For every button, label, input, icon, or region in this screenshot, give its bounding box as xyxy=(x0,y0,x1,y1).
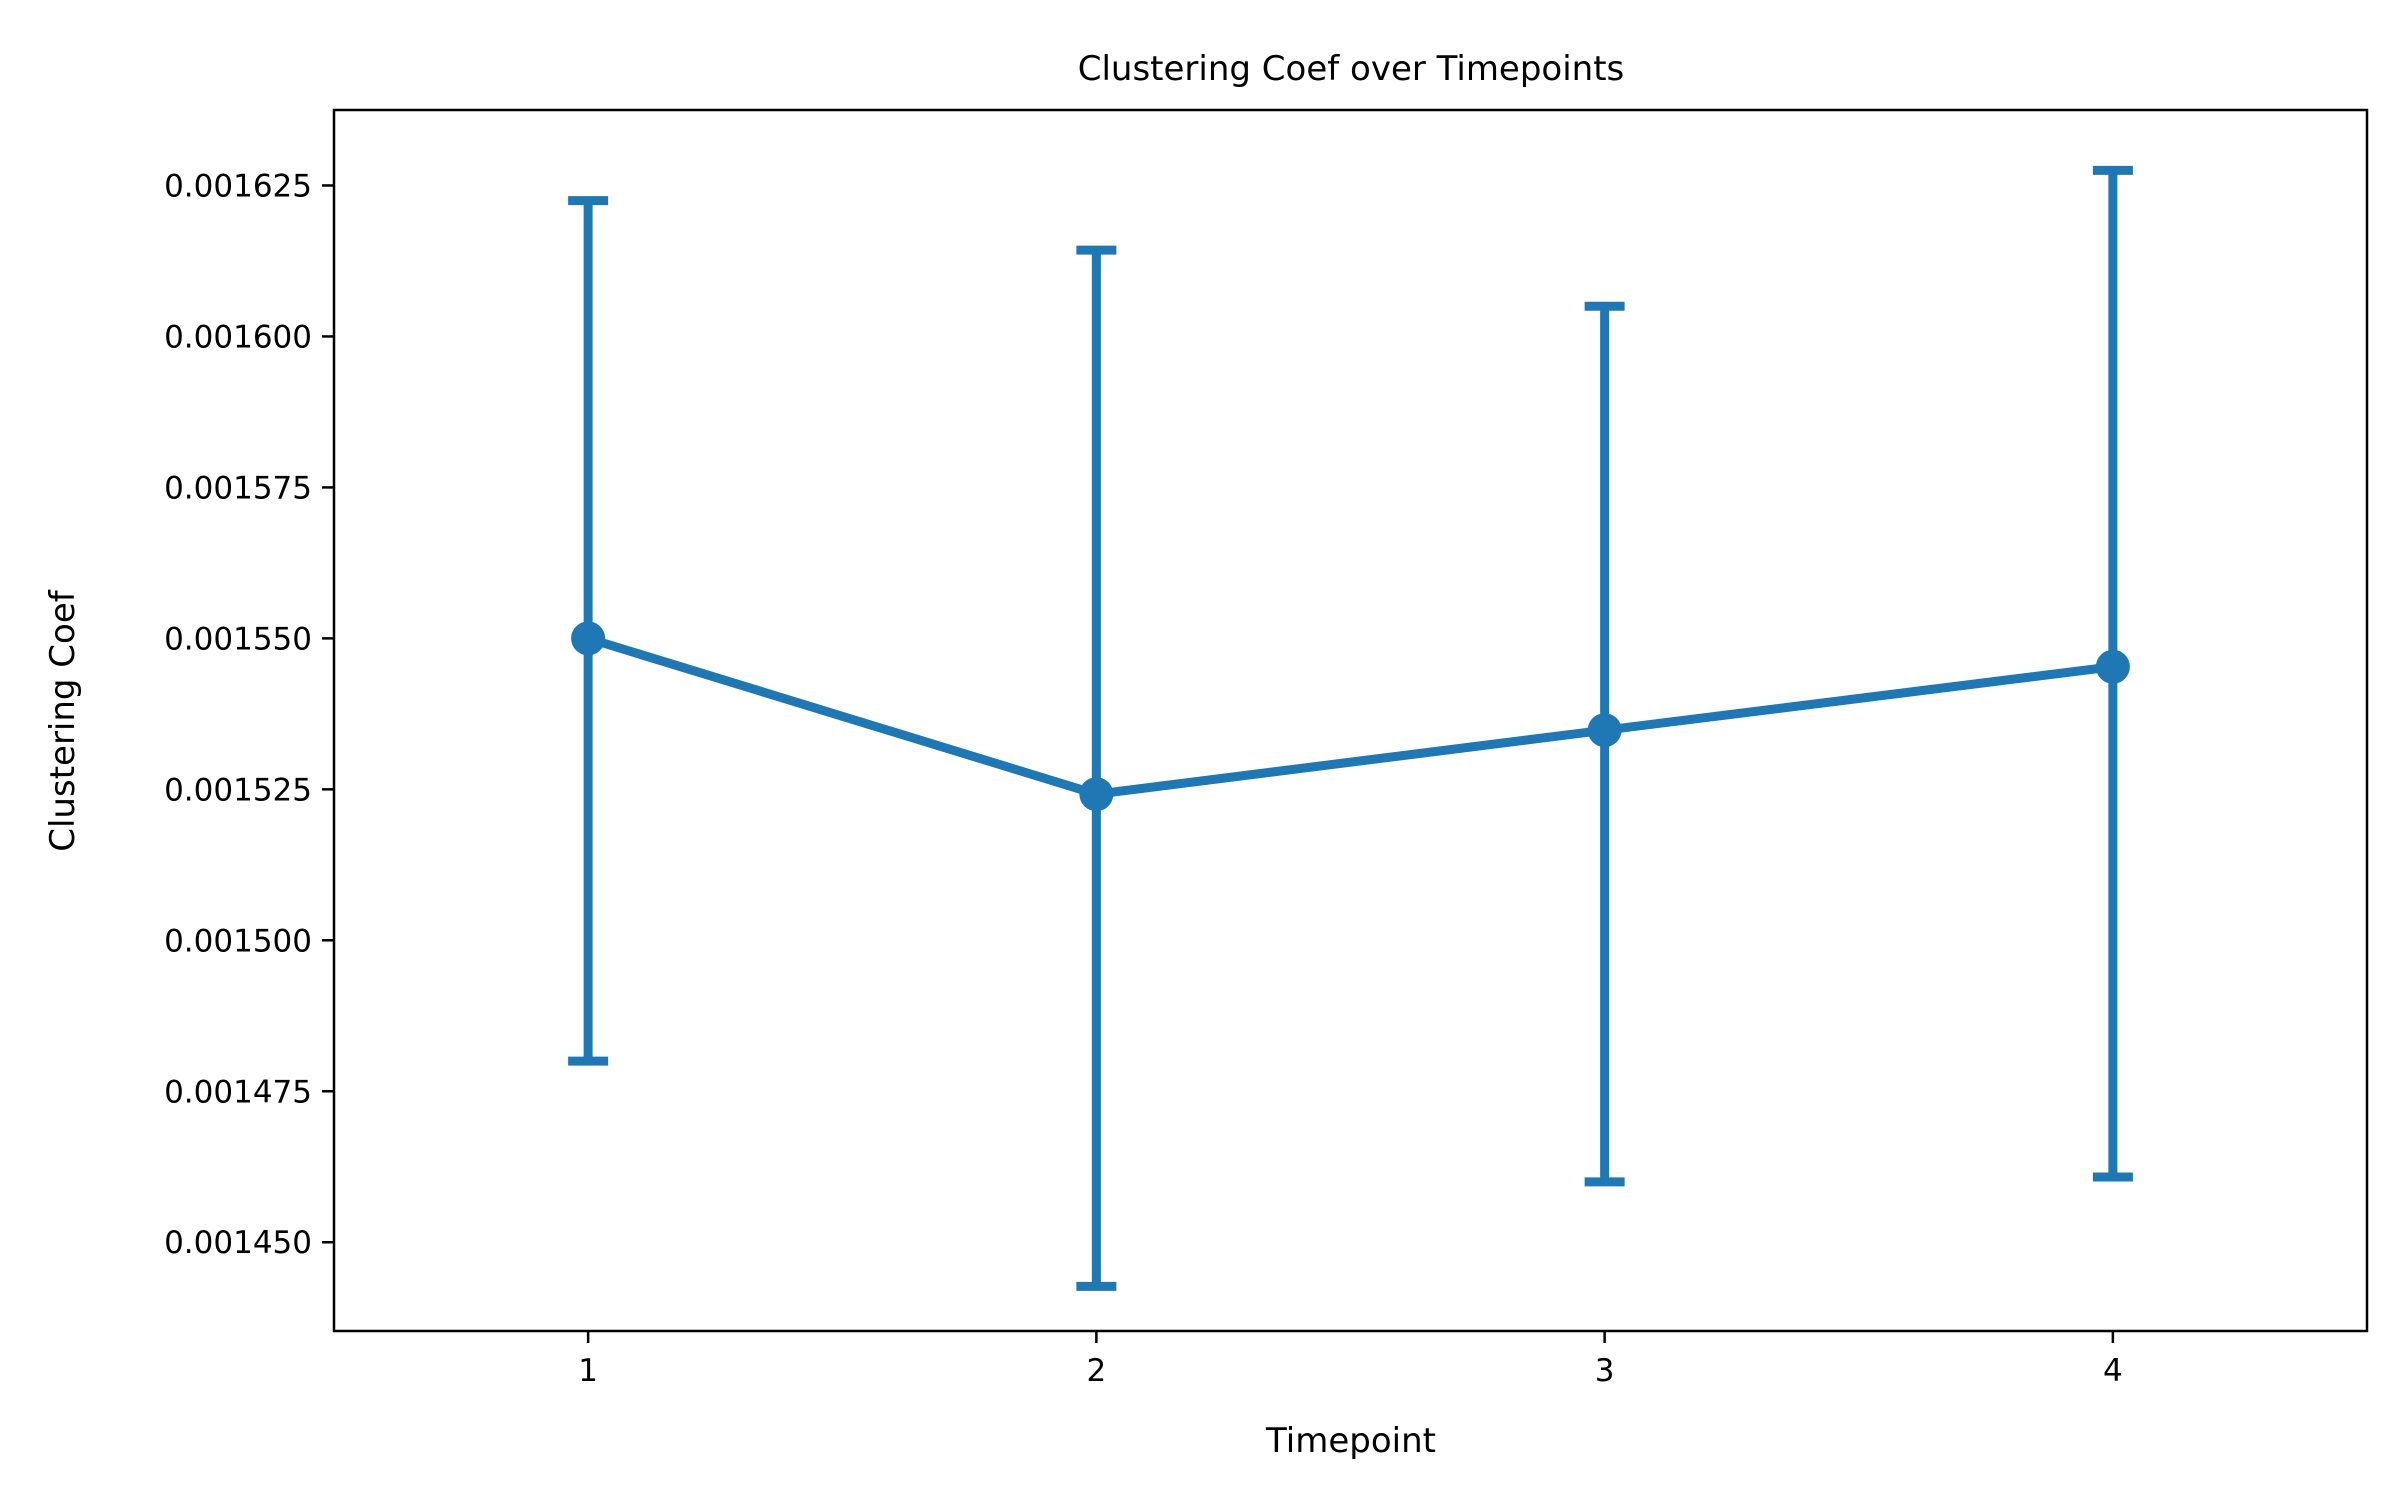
x-tick-label: 2 xyxy=(1087,1353,1107,1389)
series-line xyxy=(586,634,2114,799)
chart-title: Clustering Coef over Timepoints xyxy=(1078,49,1625,89)
y-tick-label: 0.001475 xyxy=(164,1074,312,1110)
plot-marks xyxy=(568,165,2133,1291)
data-point xyxy=(571,621,606,656)
y-axis-label: Clustering Coef xyxy=(43,589,83,852)
x-tick-label: 3 xyxy=(1595,1353,1615,1389)
x-axis-label: Timepoint xyxy=(1265,1421,1436,1461)
data-point xyxy=(2095,649,2130,684)
y-tick-label: 0.001500 xyxy=(164,923,312,959)
x-tick-label: 4 xyxy=(2103,1353,2123,1389)
y-tick-label: 0.001525 xyxy=(164,772,312,808)
data-point xyxy=(1079,777,1114,812)
data-point xyxy=(1587,713,1622,748)
y-tick-label: 0.001450 xyxy=(164,1225,312,1261)
y-tick-label: 0.001625 xyxy=(164,168,312,204)
y-tick-label: 0.001550 xyxy=(164,621,312,657)
x-tick-label: 1 xyxy=(578,1353,598,1389)
plot-frame xyxy=(332,108,2369,1333)
axis-layer: 1 2 3 4 0.001450 0.001475 0.001500 0.001525 0.00… xyxy=(164,168,2123,1389)
y-tick-label: 0.001600 xyxy=(164,319,312,355)
y-tick-label: 0.001575 xyxy=(164,470,312,506)
